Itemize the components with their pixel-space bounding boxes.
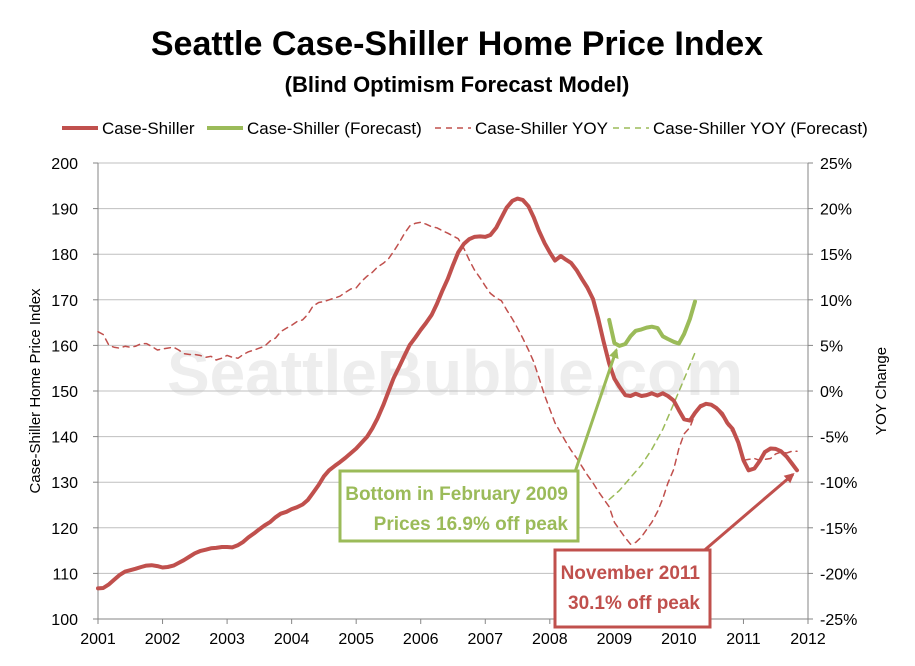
y-tick-label: 160 [51,338,78,355]
y2-tick-label: 25% [820,156,852,173]
series-line-3 [608,351,696,501]
annotation-box-current [553,548,712,629]
y2-tick-label: -10% [820,475,857,492]
y2-tick-label: -20% [820,566,857,583]
legend-label-2: Case-Shiller YOY [475,119,608,138]
y-tick-label: 150 [51,384,78,401]
legend-label-0: Case-Shiller [102,119,195,138]
y-tick-label: 140 [51,430,78,447]
series-line-0 [96,196,799,591]
y-tick-label: 110 [52,566,78,583]
x-tick-label: 2009 [597,631,633,648]
annotation-arrow-current [699,473,795,556]
y-tick-label: 100 [51,612,78,629]
x-tick-label: 2012 [790,631,826,648]
legend-label-1: Case-Shiller (Forecast) [247,119,422,138]
y-tick-label: 190 [51,202,78,219]
x-tick-label: 2006 [403,631,439,648]
y2-tick-label: 20% [820,202,852,219]
annotation-box-bottom [338,469,580,543]
x-tick-label: 2011 [726,631,761,648]
x-tick-label: 2001 [80,631,116,648]
annotation-text-bottom-0: Bottom in February 2009 [345,484,568,505]
y-axis-label: Case-Shiller Home Price Index [27,288,44,494]
legend-label-3: Case-Shiller YOY (Forecast) [653,119,868,138]
x-tick-label: 2005 [338,631,374,648]
y2-tick-label: 5% [820,338,843,355]
annotation-arrow-bottom [572,347,619,476]
chart-title: Seattle Case-Shiller Home Price Index [151,25,763,63]
x-tick-label: 2007 [467,631,503,648]
series-line-1 [607,299,697,348]
x-tick-label: 2008 [532,631,568,648]
y-tick-label: 200 [51,156,78,173]
x-tick-label: 2002 [145,631,181,648]
x-tick-label: 2010 [661,631,697,648]
y2-tick-label: -5% [820,430,848,447]
axes: 100 110 120 130 140 150 160 170 180 190 200 -25% -20… [51,156,857,648]
annotations: Bottom in February 2009 Prices 16.9% off … [338,347,795,629]
annotation-text-current-0: November 2011 [561,563,701,584]
y2-axis-label: YOY Change [873,347,890,435]
x-tick-label: 2004 [274,631,310,648]
x-tick-label: 2003 [209,631,245,648]
annotation-text-bottom-1: Prices 16.9% off peak [374,514,569,535]
y2-tick-label: 10% [820,293,852,310]
watermark: SeattleBubble.com [167,337,743,409]
legend: Case-Shiller Case-Shiller (Forecast) Case-… [62,119,868,138]
y2-tick-label: 0% [820,384,843,401]
y-tick-label: 120 [51,521,78,538]
y2-tick-label: 15% [820,247,852,264]
y-tick-label: 170 [51,293,78,310]
y2-tick-label: -15% [820,521,857,538]
y2-tick-label: -25% [820,612,857,629]
annotation-text-current-1: 30.1% off peak [568,593,700,614]
chart-subtitle: (Blind Optimism Forecast Model) [285,72,630,97]
y-tick-label: 130 [51,475,78,492]
series-line-2 [97,221,798,545]
y-tick-label: 180 [51,247,78,264]
series-group [96,196,799,591]
